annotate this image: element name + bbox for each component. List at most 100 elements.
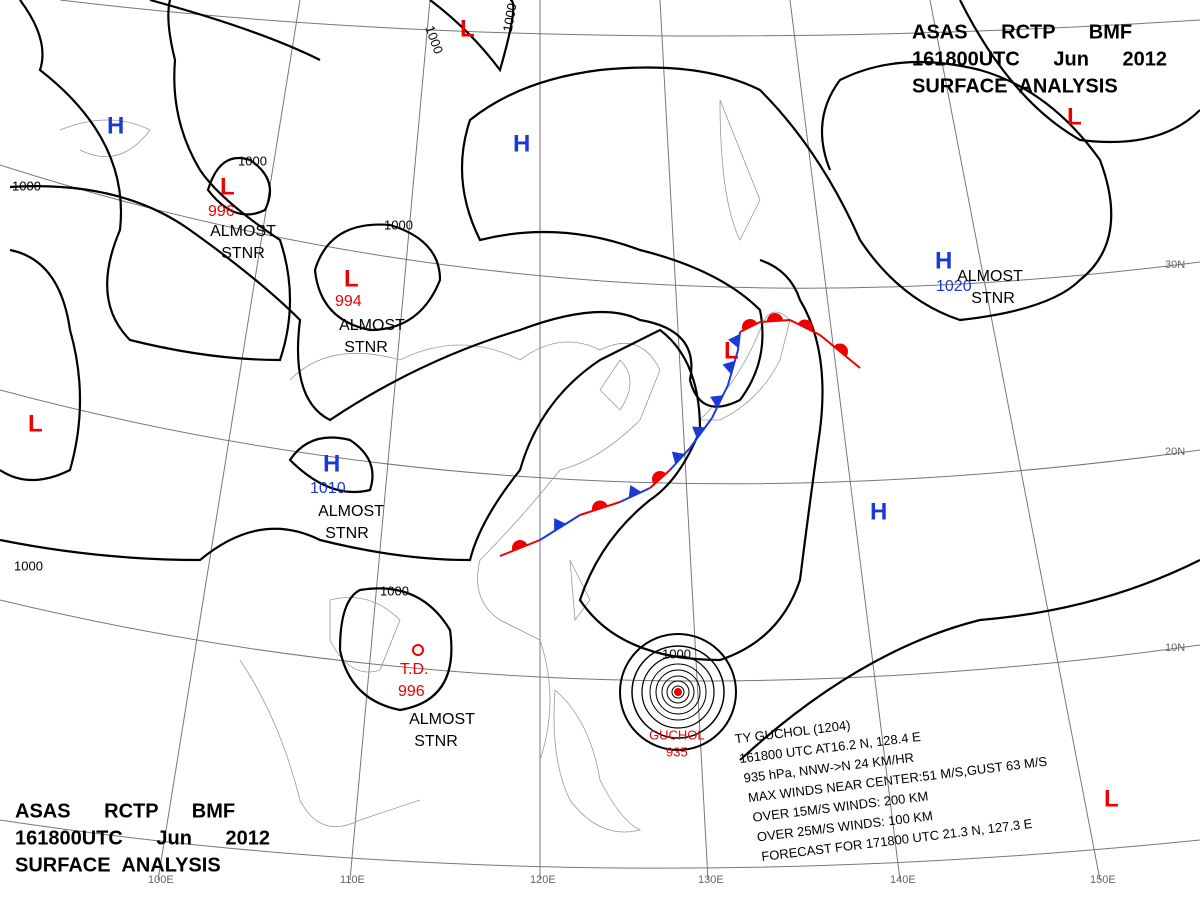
header-line: SURFACE ANALYSIS [15, 854, 221, 876]
note: STNR [971, 290, 1015, 307]
typhoon-circles [619, 633, 737, 751]
note: ALMOST [409, 711, 475, 728]
isobar [429, 0, 515, 73]
low-value: 994 [335, 293, 362, 310]
isobar-label: 1000 [662, 646, 691, 661]
note: ALMOST [210, 223, 276, 240]
note: STNR [221, 245, 265, 262]
coast [599, 359, 631, 411]
lat-label: 30N [1165, 259, 1185, 271]
cold-front-triangle [692, 426, 706, 439]
warm-front-semicircle [797, 319, 813, 332]
cold-front-triangle [728, 334, 740, 348]
cold-front-triangle [722, 360, 735, 375]
isobar [338, 587, 453, 712]
isobar-label: 1000 [12, 178, 41, 193]
typhoon-name: GUCHOL [649, 727, 705, 742]
lon-label: 110E [340, 874, 365, 886]
pressure-centers: H L 996 L 994 H L H 1020 L L H 1010 H L … [28, 15, 1119, 812]
lat-line [0, 389, 1200, 485]
low: L [28, 410, 43, 437]
low: L [460, 15, 475, 42]
isobar [649, 663, 707, 721]
lon-label: 100E [148, 874, 174, 886]
front-segment [737, 331, 741, 351]
isobars [0, 0, 1200, 761]
warm-front-semicircle [652, 471, 666, 485]
high: H [935, 247, 952, 274]
isobar [661, 675, 695, 709]
low: L [344, 265, 359, 292]
high: H [870, 498, 887, 525]
cold-front-triangle [710, 395, 724, 408]
note: ALMOST [318, 503, 384, 520]
isobar [631, 645, 725, 739]
isobar-label: 1000 [500, 2, 520, 33]
fronts [499, 313, 861, 557]
isobar-label: 1000 [380, 583, 409, 598]
lon-label: 150E [1090, 874, 1116, 886]
high: H [513, 130, 530, 157]
note: STNR [414, 733, 458, 750]
isobar [9, 60, 1113, 422]
lon-line [157, 0, 301, 881]
header-line: 161800UTC Jun 2012 [912, 48, 1167, 70]
cold-front-triangle [554, 518, 566, 532]
warm-front-semicircle [592, 500, 608, 511]
typhoon-pressure: 935 [666, 744, 688, 759]
lon-label: 120E [530, 874, 556, 886]
isobar [0, 258, 824, 662]
lat-label: 20N [1165, 446, 1185, 458]
coastlines [59, 99, 791, 833]
td-center [412, 644, 424, 656]
warm-front-semicircle [833, 343, 848, 357]
coast [289, 341, 661, 761]
low: L [1104, 785, 1119, 812]
low: L [220, 173, 235, 200]
isobar [19, 0, 292, 362]
lat-line [0, 819, 1200, 869]
typhoon-labels: GUCHOL 935 [649, 727, 705, 759]
td-pressure: 996 [398, 683, 425, 700]
lat-line [59, 0, 1200, 37]
cold-front-triangle [628, 485, 642, 498]
note: ALMOST [957, 268, 1023, 285]
low: L [1067, 103, 1082, 130]
front-segment [669, 447, 691, 471]
header-top: ASAS RCTP BMF 161800UTC Jun 2012 SURFACE… [912, 21, 1167, 97]
high-value: 1020 [936, 278, 972, 295]
front-segment [711, 384, 729, 419]
note: STNR [325, 525, 369, 542]
axis-labels: 30N 20N 10N 100E 110E 120E 130E 140E 150… [148, 259, 1185, 886]
lon-line [929, 0, 1101, 881]
isobar [739, 559, 1200, 761]
lat-line [0, 164, 1200, 289]
header-line: 161800UTC Jun 2012 [15, 827, 270, 849]
td-labels: T.D. 996 [398, 661, 428, 700]
isobar [206, 156, 272, 216]
isobar [313, 223, 442, 332]
isobar [959, 0, 1200, 144]
isobar-label: 1000 [238, 153, 267, 168]
isobar [619, 633, 737, 751]
isobar-label: 1000 [384, 217, 413, 232]
notes: ALMOST STNR ALMOST STNR ALMOST STNR ALMO… [210, 223, 1023, 750]
header-line: SURFACE ANALYSIS [912, 75, 1118, 97]
isobar [671, 685, 685, 699]
coast [239, 659, 421, 828]
typhoon-center [674, 688, 682, 696]
lon-label: 130E [698, 874, 724, 886]
warm-front-semicircle [512, 540, 528, 551]
td-label: T.D. [400, 661, 428, 678]
isobar-label: 1000 [14, 558, 43, 573]
lon-line [349, 0, 431, 881]
low: L [724, 337, 739, 364]
lat-line [0, 599, 1200, 682]
coast [719, 99, 761, 241]
cold-front-triangle [671, 451, 685, 465]
isobar [655, 669, 701, 715]
isobar [288, 436, 374, 494]
coast [553, 559, 642, 833]
